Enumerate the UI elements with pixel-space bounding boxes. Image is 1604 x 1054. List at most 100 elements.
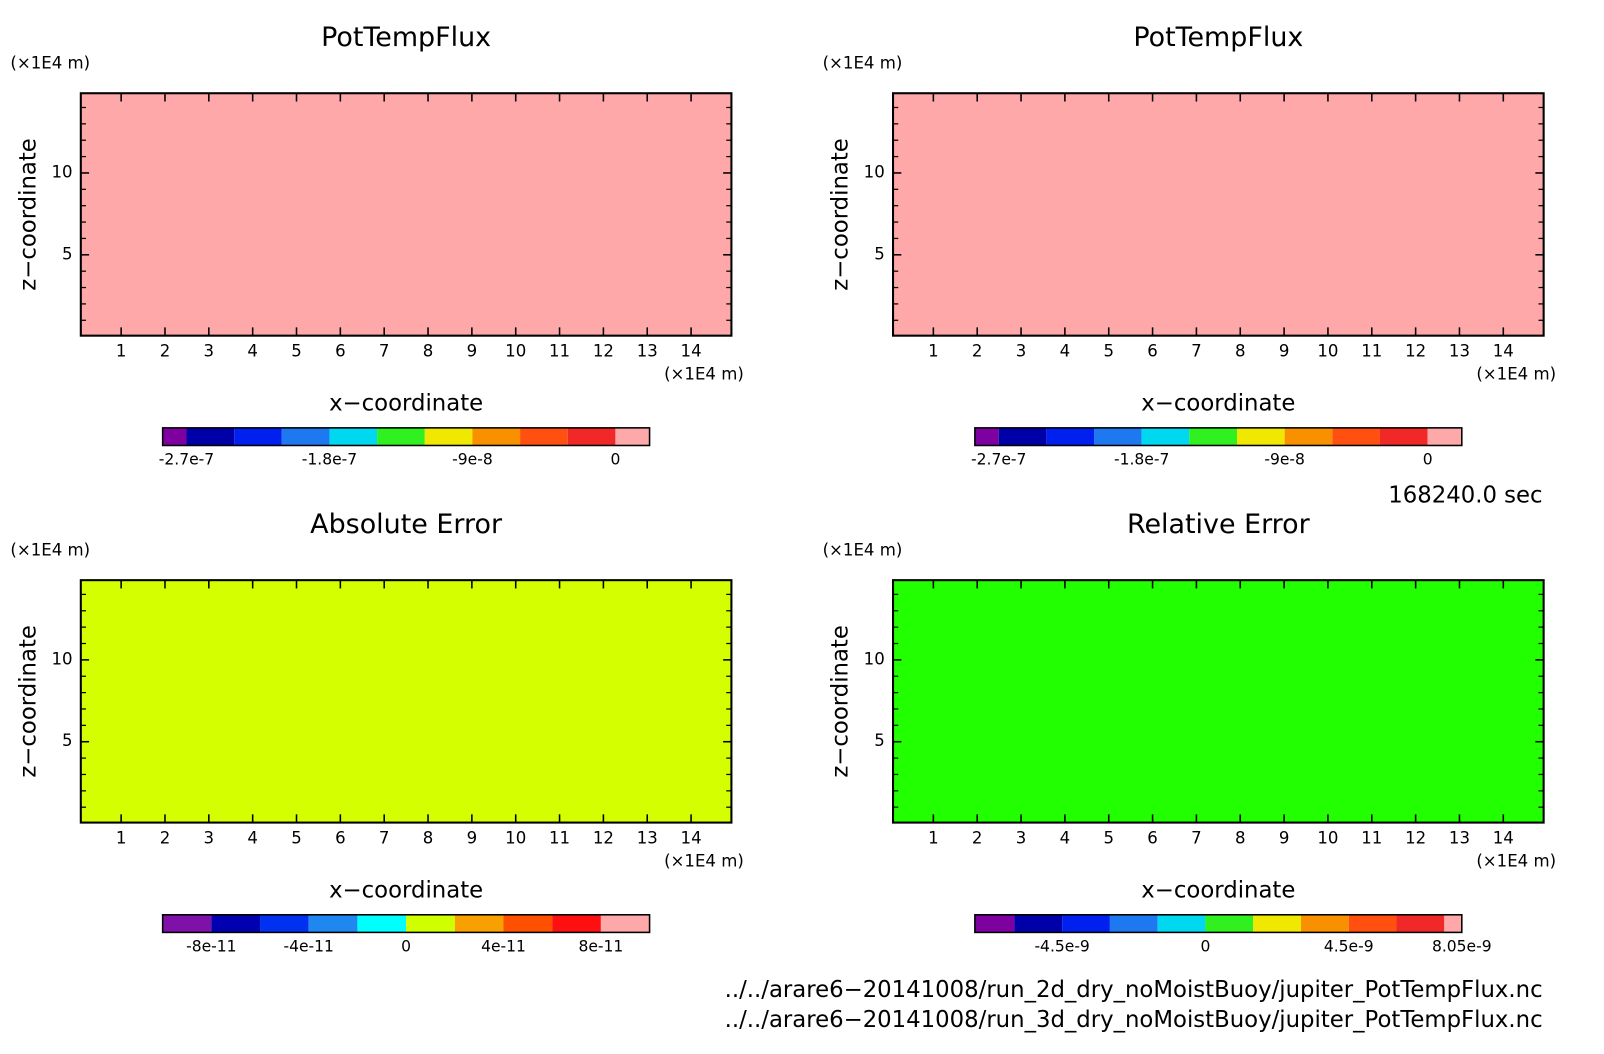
x-tick-label: 6 (335, 342, 346, 361)
x-tick-label: 3 (1016, 829, 1027, 848)
x-tick-label: 4 (247, 342, 258, 361)
y-unit: (×1E4 m) (823, 541, 903, 560)
x-tick-label: 12 (1405, 342, 1426, 361)
colorbar-segment (1348, 914, 1397, 933)
x-tick-label: 5 (291, 342, 302, 361)
x-tick-label: 1 (116, 342, 127, 361)
colorbar-segment (1141, 427, 1190, 446)
x-tick-label: 9 (1279, 829, 1290, 848)
x-tick-label: 1 (116, 829, 127, 848)
x-tick-label: 14 (1493, 342, 1514, 361)
x-tick-label: 3 (204, 829, 215, 848)
colorbar-segment (1444, 914, 1462, 933)
colorbar-segment (162, 914, 212, 933)
x-tick-label: 9 (467, 829, 478, 848)
colorbar-tick-label: -9e-8 (452, 450, 493, 468)
x-tick-label: 13 (637, 342, 658, 361)
x-tick-label: 1 (928, 342, 939, 361)
colorbar-tick-label: -2.7e-7 (159, 450, 214, 468)
colorbar-segment (1237, 427, 1285, 446)
x-tick-label: 13 (1449, 829, 1470, 848)
x-tick-label: 11 (549, 829, 570, 848)
plot-frame (79, 92, 733, 337)
colorbar-frame (974, 914, 1463, 934)
x-tick-label: 2 (160, 342, 171, 361)
field (80, 580, 732, 823)
y-axis-label: z−coordinate (828, 138, 854, 291)
y-axis-label: z−coordinate (16, 138, 42, 291)
colorbar-frame (974, 427, 1463, 447)
colorbar-segment (329, 427, 378, 446)
x-tick-label: 7 (379, 829, 390, 848)
time-label: 168240.0 sec (1388, 483, 1542, 509)
x-unit: (×1E4 m) (664, 365, 744, 384)
x-tick-label: 2 (160, 829, 171, 848)
field (893, 580, 1544, 823)
colorbar-tick-label: 8.05e-9 (1432, 937, 1492, 955)
colorbar-tick-label: -1.8e-7 (1114, 450, 1169, 468)
colorbar-segment (260, 914, 309, 933)
y-tick-label: 5 (874, 244, 885, 263)
colorbar-segment (615, 427, 650, 446)
x-tick-label: 4 (1060, 829, 1071, 848)
colorbar-frame (161, 427, 651, 447)
x-tick-label: 13 (1449, 342, 1470, 361)
colorbar-segment (234, 427, 282, 446)
colorbar-tick-label: 0 (401, 937, 411, 955)
colorbar-tick-label: -8e-11 (186, 937, 236, 955)
x-tick-label: 11 (549, 342, 570, 361)
x-axis-label: x−coordinate (329, 391, 483, 417)
x-tick-label: 12 (1405, 829, 1426, 848)
x-tick-label: 12 (593, 829, 614, 848)
x-tick-label: 6 (1147, 342, 1158, 361)
colorbar-segment (974, 914, 1015, 933)
field (893, 93, 1544, 336)
colorbar-segment (406, 914, 455, 933)
x-tick-label: 7 (1191, 829, 1202, 848)
colorbar-segment (520, 427, 568, 446)
x-unit: (×1E4 m) (1476, 851, 1556, 870)
colorbar-segment (1109, 914, 1158, 933)
x-axis-label: x−coordinate (1141, 877, 1295, 903)
colorbar-segment (503, 914, 553, 933)
chart-title: Relative Error (1127, 509, 1311, 540)
colorbar-segment (308, 914, 358, 933)
colorbar-tick-label: 4.5e-9 (1324, 937, 1374, 955)
x-tick-label: 8 (423, 342, 434, 361)
colorbar-segment (281, 427, 330, 446)
x-tick-label: 3 (1016, 342, 1027, 361)
x-tick-label: 11 (1361, 342, 1382, 361)
x-tick-label: 4 (247, 829, 258, 848)
x-tick-label: 6 (335, 829, 346, 848)
colorbar-tick-label: -4.5e-9 (1034, 937, 1089, 955)
x-axis-label: x−coordinate (329, 877, 483, 903)
chart-title: Absolute Error (310, 509, 503, 540)
x-tick-label: 8 (1235, 342, 1246, 361)
colorbar-segment (998, 427, 1047, 446)
colorbar-segment (211, 914, 261, 933)
x-tick-label: 14 (681, 342, 702, 361)
colorbar-segment (552, 914, 601, 933)
y-unit: (×1E4 m) (10, 54, 90, 73)
x-unit: (×1E4 m) (664, 851, 744, 870)
colorbar-segment (1046, 427, 1095, 446)
file-path: ../../arare6−20141008/run_3d_dry_noMoist… (725, 1007, 1543, 1033)
colorbar-segment (1094, 427, 1142, 446)
x-tick-label: 9 (467, 342, 478, 361)
colorbar-segment (424, 427, 473, 446)
y-tick-label: 5 (62, 244, 73, 263)
y-axis-label: z−coordinate (828, 625, 854, 778)
x-tick-label: 10 (505, 829, 526, 848)
colorbar-segment (1332, 427, 1380, 446)
x-tick-label: 7 (379, 342, 390, 361)
colorbar-segment (1189, 427, 1238, 446)
x-tick-label: 8 (423, 829, 434, 848)
y-axis-label: z−coordinate (16, 625, 42, 778)
x-tick-label: 14 (681, 829, 702, 848)
colorbar-segment (1014, 914, 1063, 933)
colorbar-segment (1300, 914, 1349, 933)
y-tick-label: 5 (874, 731, 885, 750)
colorbar-segment (377, 427, 425, 446)
colorbar-segment (472, 427, 521, 446)
x-tick-label: 5 (1103, 829, 1114, 848)
